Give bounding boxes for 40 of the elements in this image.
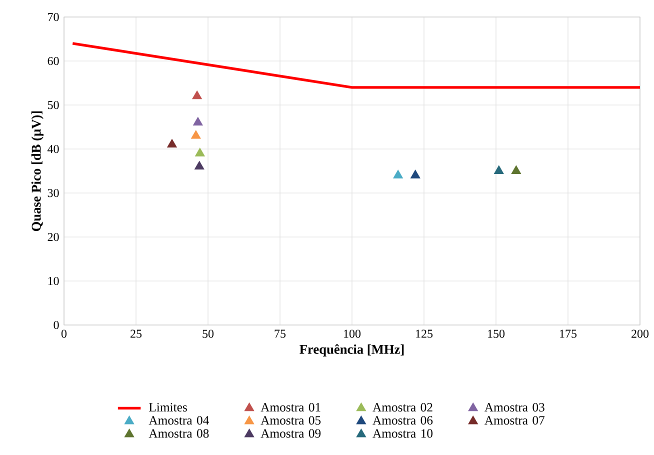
y-tick-label: 20 xyxy=(48,232,59,242)
point xyxy=(192,90,202,100)
y-tick-label: 40 xyxy=(48,144,59,154)
legend-label: Amostra 02 xyxy=(372,402,432,412)
point xyxy=(194,161,204,170)
point xyxy=(410,170,420,178)
x-tick-label: 75 xyxy=(274,330,286,338)
y-tick-label: 0 xyxy=(54,320,59,330)
x-tick-label: 100 xyxy=(344,330,361,338)
point xyxy=(195,148,205,156)
x-axis-title: Frequência [MHz] xyxy=(300,344,404,357)
point xyxy=(193,117,203,126)
y-tick-label: 60 xyxy=(48,56,59,66)
legend-label: Amostra 07 xyxy=(484,416,545,425)
x-tick-label: 150 xyxy=(488,330,505,338)
x-tick-label: 200 xyxy=(632,330,649,338)
legend-label: Amostra 09 xyxy=(260,429,321,438)
legend-label: Limites xyxy=(149,403,187,412)
x-tick-label: 25 xyxy=(130,330,142,338)
point xyxy=(511,165,522,174)
y-axis-title: Quase Pico [dB (µV)] xyxy=(31,111,44,232)
x-tick-label: 125 xyxy=(416,330,433,338)
x-tick-label: 50 xyxy=(202,330,214,338)
legend-label: Amostra 03 xyxy=(484,402,544,412)
point xyxy=(167,139,177,148)
legend-label: Amostra 10 xyxy=(372,429,433,438)
legend-label: Amostra 04 xyxy=(148,416,209,425)
legend-label: Amostra 05 xyxy=(260,416,321,425)
point xyxy=(191,130,201,139)
legend-label: Amostra 01 xyxy=(260,402,320,412)
point xyxy=(494,165,504,174)
y-tick-label: 30 xyxy=(48,188,59,198)
legend-label: Amostra 08 xyxy=(148,429,209,438)
x-tick-label: 175 xyxy=(560,330,577,338)
y-tick-label: 50 xyxy=(48,100,59,110)
y-tick-label: 10 xyxy=(48,276,59,286)
point xyxy=(393,170,403,178)
legend-label: Amostra 06 xyxy=(372,416,433,425)
y-tick-label: 70 xyxy=(48,12,59,22)
x-tick-label: 0 xyxy=(61,330,67,338)
